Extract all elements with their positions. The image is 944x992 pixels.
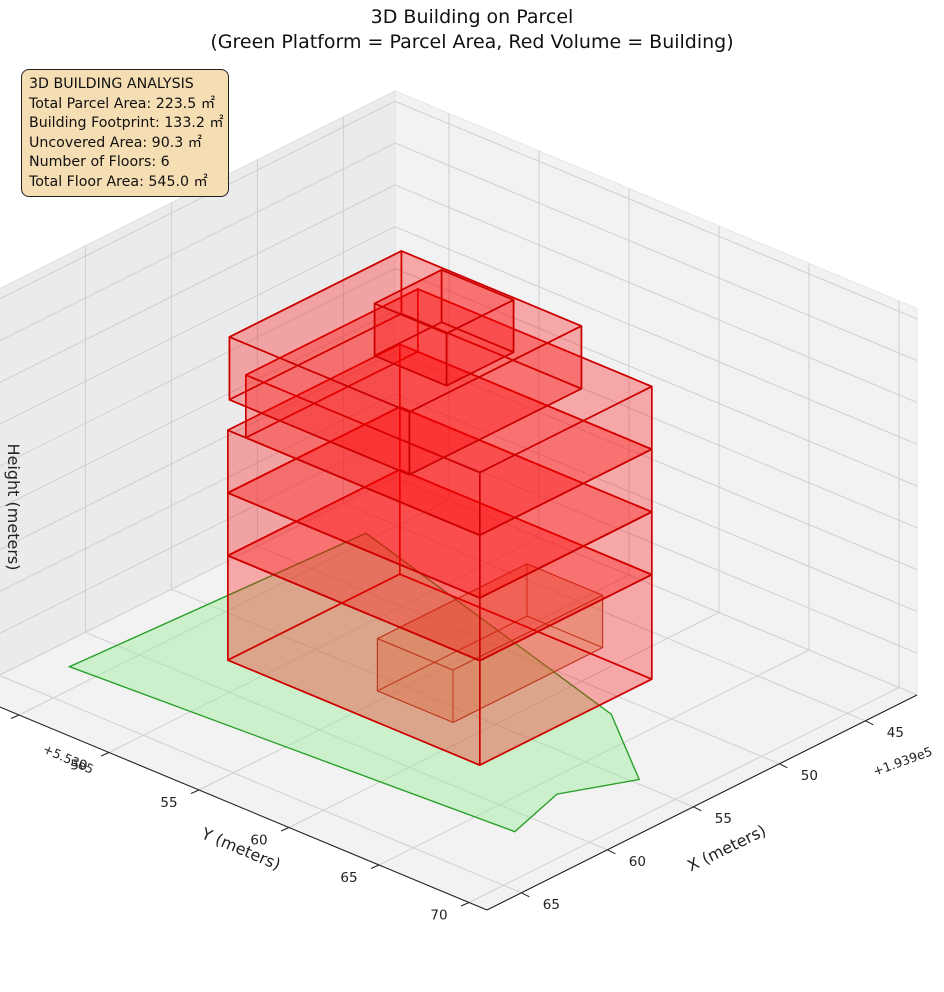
y-axis-label: Y (meters)	[198, 823, 283, 874]
grid-line-x-floor	[85, 631, 608, 851]
x-tick-label: 55	[715, 811, 732, 827]
axis-panes	[0, 90, 919, 911]
info-footprint: Building Footprint: 133.2 ㎡	[29, 115, 224, 132]
grid-line-y-floor	[108, 537, 540, 753]
grid-line-z-right	[0, 435, 396, 634]
x-axis-line	[486, 694, 918, 911]
grid-line-z-left	[394, 477, 918, 696]
y-tick	[460, 902, 470, 907]
y-tick-label: 50	[70, 758, 87, 774]
z-axis-label: Height (meters)	[4, 444, 23, 571]
building-floor-5-face	[245, 288, 653, 474]
chart-title: 3D Building on Parcel	[370, 6, 574, 28]
grid-line-z-left	[394, 351, 918, 571]
y-tick-label: 70	[430, 908, 447, 924]
grid-line-z-right	[0, 184, 396, 383]
info-floor-area: Total Floor Area: 545.0 ㎡	[29, 173, 208, 190]
grid-line-x-floor	[171, 588, 694, 808]
x-tick-label: 50	[801, 768, 818, 784]
grid-line-z-right	[0, 351, 396, 551]
y-axis-line	[0, 706, 488, 911]
y-tick-label: 55	[160, 795, 177, 811]
x-tick	[693, 806, 702, 812]
grid-line-z-right	[0, 268, 396, 467]
grid-line-y-floor	[378, 649, 810, 866]
grid-lines	[0, 100, 918, 903]
x-tick	[607, 849, 616, 855]
grid-line-x-floor	[0, 675, 522, 894]
grid-line-z-left	[394, 393, 918, 612]
grid-line-x-floor	[257, 545, 780, 765]
y-offset-label: +5.53e5	[41, 741, 96, 777]
y-tick	[370, 864, 380, 869]
info-floors: Number of Floors: 6	[29, 154, 170, 171]
x-tick-label: 65	[543, 897, 560, 913]
y-tick-label: 60	[250, 833, 267, 849]
info-uncovered-area: Uncovered Area: 90.3 ㎡	[29, 134, 202, 151]
x-tick	[779, 763, 788, 769]
y-tick	[10, 714, 20, 719]
grid-line-z-right	[0, 142, 396, 342]
x-offset-label: +1.939e5	[871, 744, 934, 779]
grid-line-z-right	[0, 393, 396, 592]
grid-line-z-right	[0, 477, 396, 676]
y-tick	[190, 789, 200, 794]
y-tick-label: 65	[340, 870, 357, 886]
x-axis-label: X (meters)	[684, 821, 769, 875]
grid-line-z-left	[394, 142, 918, 362]
info-parcel-area: Total Parcel Area: 223.5 ㎡	[29, 95, 216, 112]
grid-line-z-left	[394, 226, 918, 445]
grid-line-z-right	[0, 226, 396, 425]
axis-lines	[0, 694, 918, 911]
grid-line-y-floor	[18, 499, 450, 716]
grid-line-z-left	[394, 100, 918, 320]
chart-subtitle: (Green Platform = Parcel Area, Red Volum…	[210, 31, 734, 53]
grid-line-x-floor	[343, 502, 866, 722]
x-tick-label: 45	[887, 725, 904, 741]
grid-line-y-floor	[288, 612, 720, 828]
grid-line-z-left	[394, 184, 918, 403]
grid-line-y-floor	[468, 687, 900, 903]
grid-line-z-left	[394, 268, 918, 487]
analysis-info-box: 3D BUILDING ANALYSIS Total Parcel Area: …	[21, 69, 229, 197]
building-volume	[227, 250, 653, 766]
x-tick-label: 60	[629, 854, 646, 870]
x-tick	[521, 892, 530, 898]
grid-line-z-right	[0, 100, 396, 300]
y-tick	[100, 752, 110, 757]
info-heading: 3D BUILDING ANALYSIS	[29, 76, 194, 92]
building-floor-1-face	[376, 563, 604, 671]
grid-line-y-floor	[198, 574, 630, 791]
x-tick	[865, 720, 874, 726]
y-tick	[280, 827, 290, 832]
building-floor-7-face	[373, 269, 515, 335]
grid-line-z-right	[0, 309, 396, 509]
